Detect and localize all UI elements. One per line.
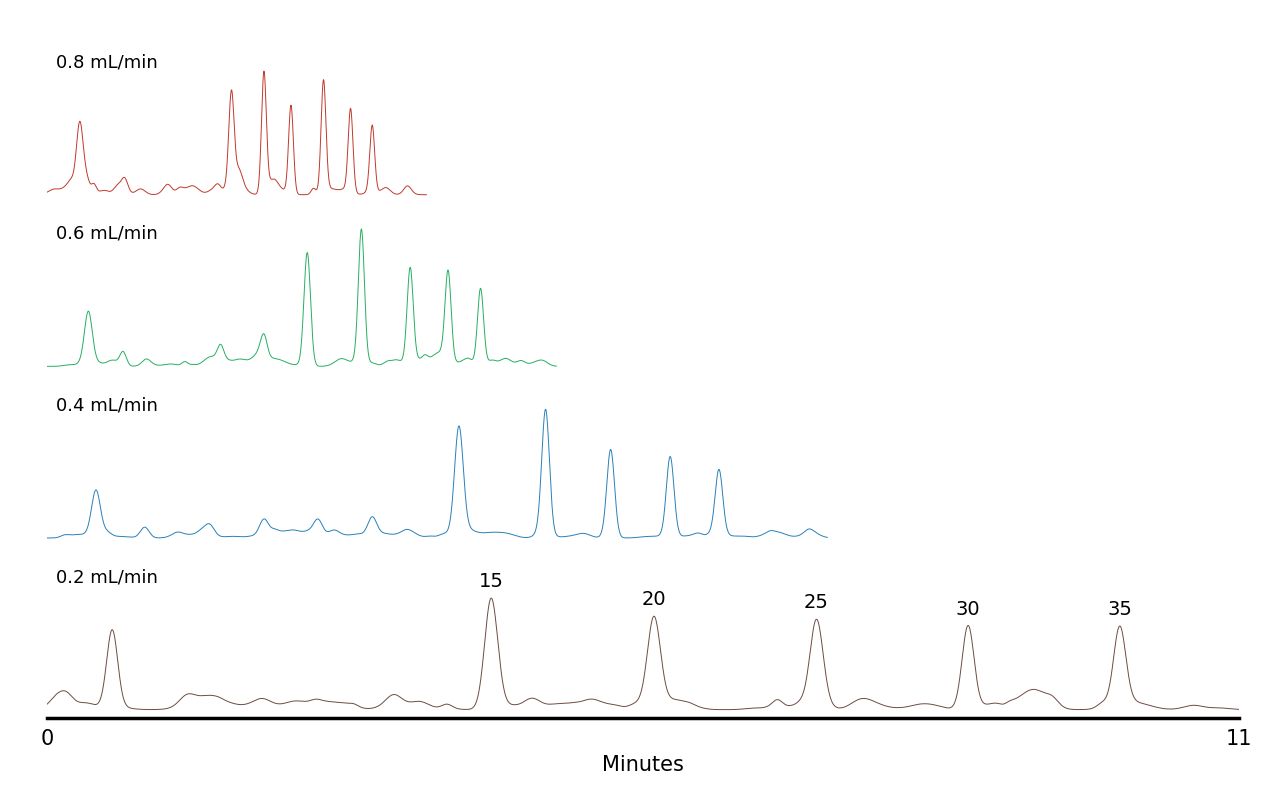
Text: 0.8 mL/min: 0.8 mL/min	[56, 53, 157, 71]
Text: 15: 15	[479, 572, 504, 592]
Text: 20: 20	[641, 590, 666, 609]
Text: 0.2 mL/min: 0.2 mL/min	[56, 568, 157, 586]
X-axis label: Minutes: Minutes	[602, 755, 684, 775]
Text: 30: 30	[956, 600, 980, 618]
Text: 25: 25	[804, 593, 829, 613]
Text: 0.6 mL/min: 0.6 mL/min	[56, 225, 157, 243]
Text: 35: 35	[1107, 600, 1133, 619]
Text: 0.4 mL/min: 0.4 mL/min	[56, 397, 157, 414]
